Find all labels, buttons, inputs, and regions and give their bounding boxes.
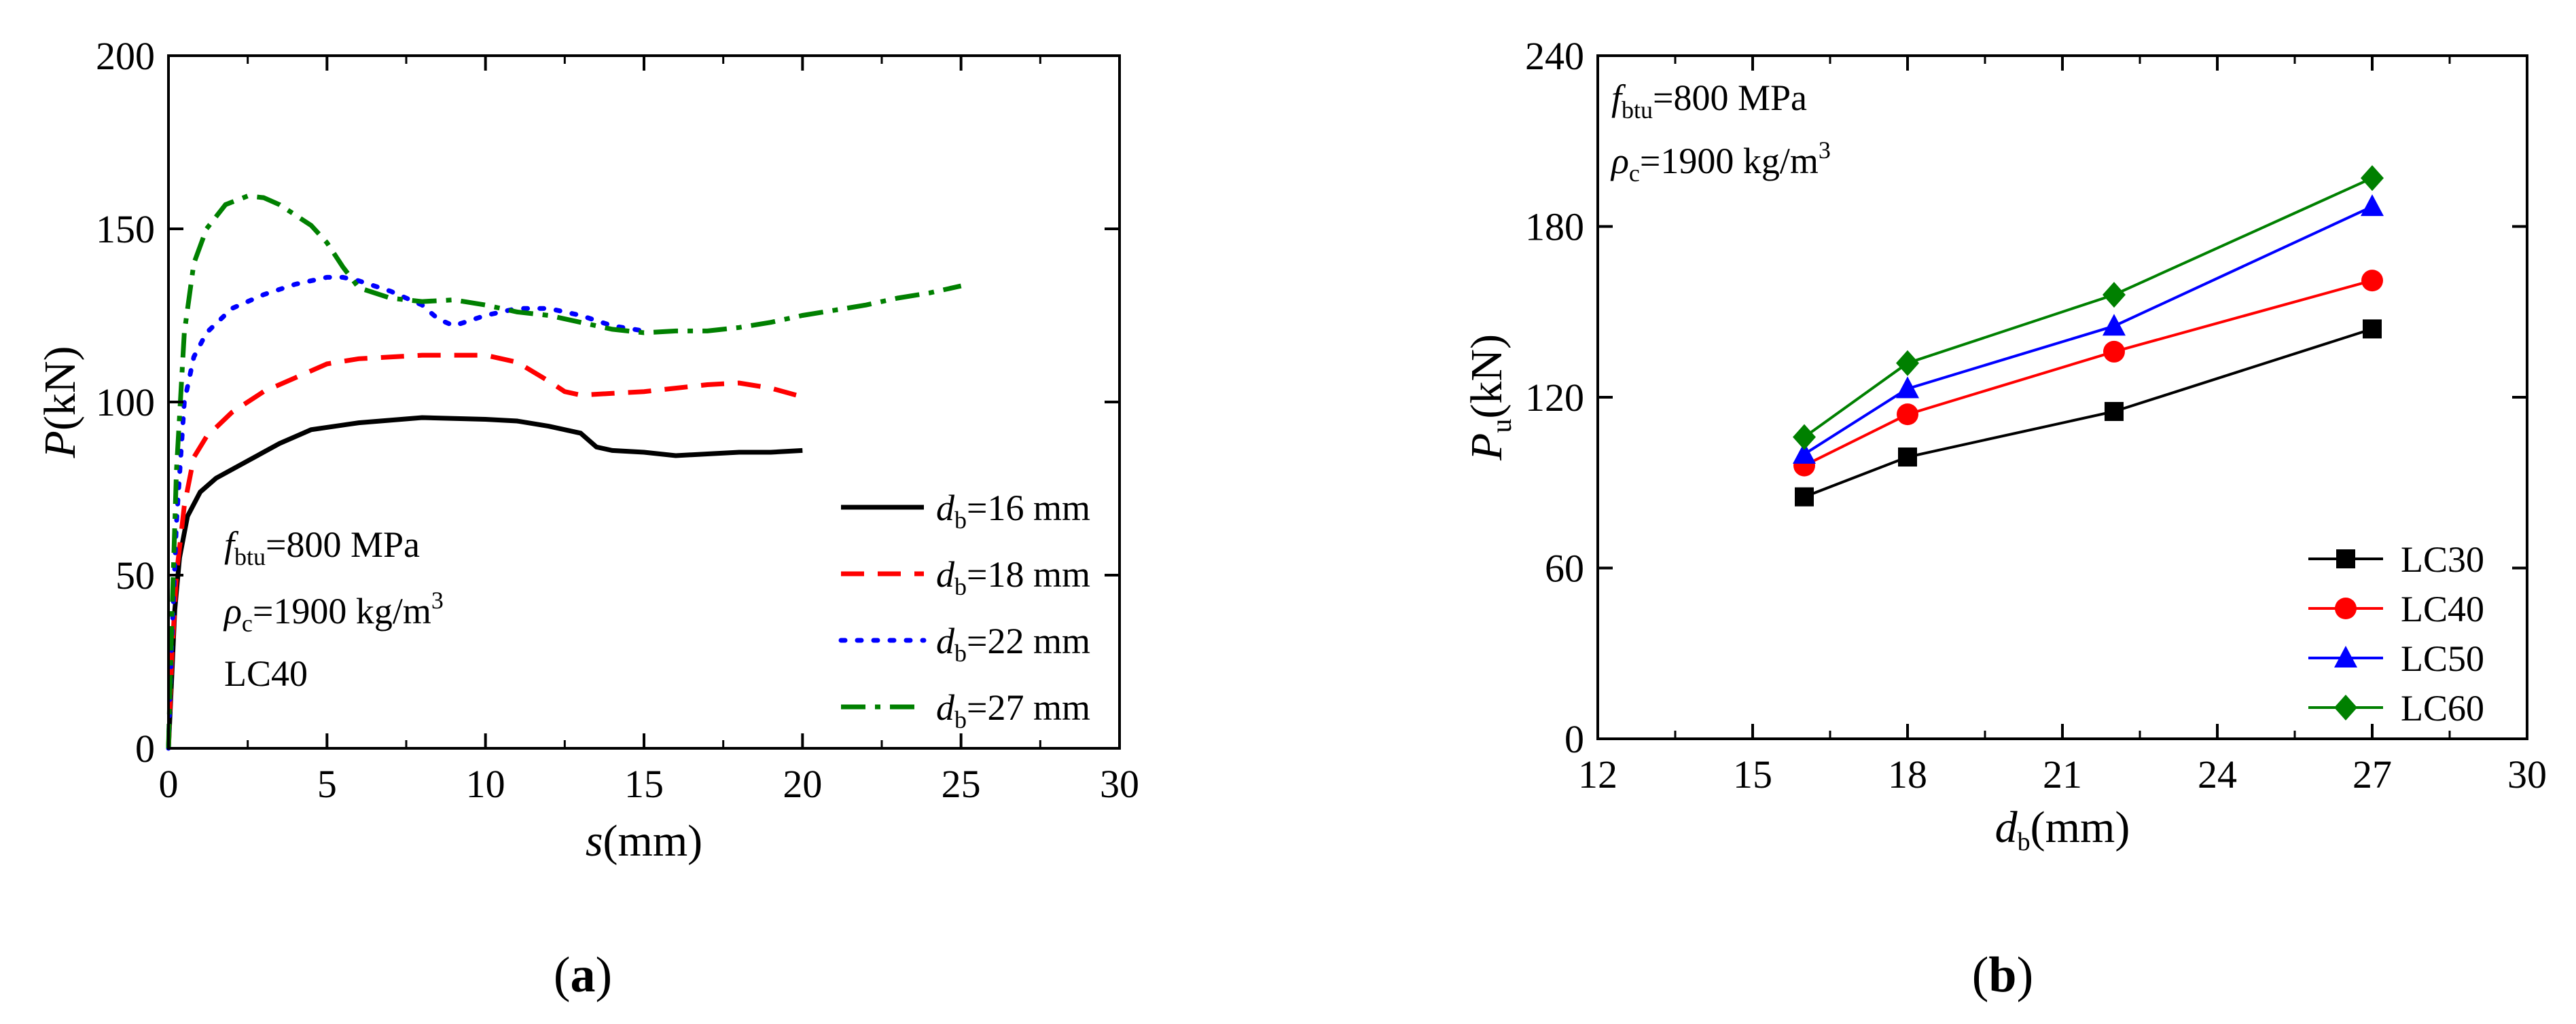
- b-x-tick-label: 24: [2198, 752, 2237, 797]
- b-y-tick-label: 180: [1525, 205, 1584, 249]
- a-y-tick-label: 50: [115, 553, 155, 598]
- legend-label-a-22: db=22 mm: [936, 621, 1090, 667]
- legend-a: db=16 mm db=18 mm db=22 mm db=27 mm: [838, 488, 1090, 733]
- legend-label-a-18: db=18 mm: [936, 554, 1090, 600]
- data-point-b-lc40-18: [1897, 403, 1918, 426]
- a-x-tick-label: 5: [317, 762, 337, 806]
- b-x-tick-label: 30: [2507, 752, 2547, 797]
- data-point-b-lc50-18: [1896, 376, 1919, 399]
- data-point-b-lc30-22: [2105, 401, 2124, 421]
- data-point-b-lc30-18: [1898, 447, 1917, 467]
- a-x-tick-label: 20: [783, 762, 822, 806]
- data-point-b-lc60-22: [2103, 282, 2126, 308]
- b-x-tick-label: 27: [2353, 752, 2392, 797]
- data-point-b-lc40-27: [2361, 270, 2383, 292]
- b-y-tick-label: 240: [1525, 34, 1584, 78]
- series-line-b-lc50: [1803, 205, 2373, 456]
- y-axis-label-b: Pu(kN): [1462, 334, 1518, 461]
- legend-label-a-16: db=16 mm: [936, 488, 1090, 534]
- annotation-fbtu-b: fbtu=800 MPa: [1611, 77, 1807, 124]
- data-point-b-lc60-16: [1793, 424, 1816, 450]
- a-x-tick-label: 25: [942, 762, 981, 806]
- legend-item-b-lc40: LC40: [2308, 589, 2484, 629]
- legend-marker-b-lc40: [2335, 598, 2357, 619]
- a-y-tick-label: 200: [96, 34, 155, 78]
- series-line-b-lc40: [1804, 279, 2373, 467]
- data-point-b-lc60-27: [2361, 165, 2384, 191]
- data-point-b-lc50-22: [2103, 314, 2126, 336]
- tick-labels-a: 0 5 10 15 20 25 30 0 50 100 150 200: [96, 34, 1139, 806]
- legend-marker-b-lc50: [2334, 646, 2357, 668]
- data-point-b-lc40-22: [2103, 340, 2125, 363]
- legend-item-b-lc50: LC50: [2308, 638, 2484, 679]
- legend-item-a-16: db=16 mm: [841, 488, 1090, 534]
- a-x-tick-label: 10: [466, 762, 505, 806]
- a-y-tick-label: 150: [96, 207, 155, 251]
- a-x-tick-label: 15: [624, 762, 664, 806]
- legend-item-a-27: db=27 mm: [841, 687, 1090, 733]
- data-point-b-lc50-27: [2361, 194, 2384, 217]
- legend-label-b-lc60: LC60: [2401, 688, 2484, 729]
- legend-marker-shape-b-lc60: [2334, 695, 2357, 720]
- legend-label-b-lc30: LC30: [2401, 539, 2484, 580]
- a-x-tick-label: 0: [159, 762, 179, 806]
- ticks-group-a: [167, 54, 1121, 750]
- panel-label-b: (b): [1972, 947, 2033, 1003]
- series-group-b: [1793, 165, 2384, 507]
- a-y-tick-label: 100: [96, 380, 155, 424]
- legend-marker-b-lc60: [2334, 695, 2357, 720]
- chart-panel-b: 12 15 18 21 24 27 30 0 60 120 180 240 db(mm) Pu(kN)…: [1462, 34, 2547, 1003]
- annotation-rho-b: ρc=1900 kg/m3: [1610, 136, 1831, 187]
- data-point-b-lc30-27: [2363, 319, 2382, 339]
- series-line-b-lc60: [1803, 177, 2373, 439]
- b-x-tick-label: 21: [2043, 752, 2082, 797]
- series-line-a-1: [166, 352, 804, 749]
- tick-labels-b: 12 15 18 21 24 27 30 0 60 120 180 240: [1525, 34, 2547, 797]
- series-group-a: [166, 194, 962, 751]
- panel-label-a: (a): [554, 947, 612, 1003]
- legend-marker-shape-b-lc50: [2334, 646, 2357, 668]
- b-y-tick-label: 60: [1545, 547, 1584, 591]
- data-point-b-lc60-18: [1896, 350, 1919, 376]
- legend-marker-b-lc30: [2336, 549, 2355, 568]
- legend-marker-shape-b-lc40: [2335, 598, 2357, 619]
- annotation-fbtu-a: fbtu=800 MPa: [224, 524, 420, 570]
- b-x-tick-label: 15: [1733, 752, 1772, 797]
- a-y-tick-label: 0: [135, 727, 155, 771]
- data-point-b-lc30-16: [1795, 487, 1814, 507]
- a-x-tick-label: 30: [1100, 762, 1139, 806]
- data-point-b-lc50-16: [1793, 441, 1816, 464]
- y-axis-label-a: P(kN): [35, 346, 85, 459]
- x-axis-label-b: db(mm): [1995, 803, 2130, 856]
- ticks-group-b: [1596, 54, 2528, 740]
- legend-marker-shape-b-lc30: [2336, 549, 2355, 568]
- legend-label-b-lc40: LC40: [2401, 589, 2484, 629]
- series-line-a-0: [166, 415, 803, 749]
- annotation-grade-a: LC40: [224, 653, 308, 694]
- b-x-tick-label: 18: [1888, 752, 1927, 797]
- x-axis-label-a: s(mm): [586, 816, 702, 866]
- b-x-tick-label: 12: [1578, 752, 1617, 797]
- b-y-tick-label: 0: [1564, 717, 1584, 761]
- legend-item-b-lc60: LC60: [2308, 688, 2484, 729]
- series-line-b-lc30: [1804, 327, 2373, 498]
- legend-b: LC30 LC40 LC50 LC60: [2308, 539, 2484, 729]
- b-y-tick-label: 120: [1525, 376, 1584, 420]
- legend-item-b-lc30: LC30: [2308, 539, 2484, 580]
- annotation-rho-a: ρc=1900 kg/m3: [223, 587, 444, 637]
- chart-panel-a: 0 5 10 15 20 25 30 0 50 100 150 200 s(mm) P(kN) fbt…: [35, 34, 1139, 1003]
- legend-label-a-27: db=27 mm: [936, 687, 1090, 733]
- legend-item-a-22: db=22 mm: [838, 621, 1090, 667]
- legend-item-a-18: db=18 mm: [841, 554, 1090, 600]
- legend-label-b-lc50: LC50: [2401, 638, 2484, 679]
